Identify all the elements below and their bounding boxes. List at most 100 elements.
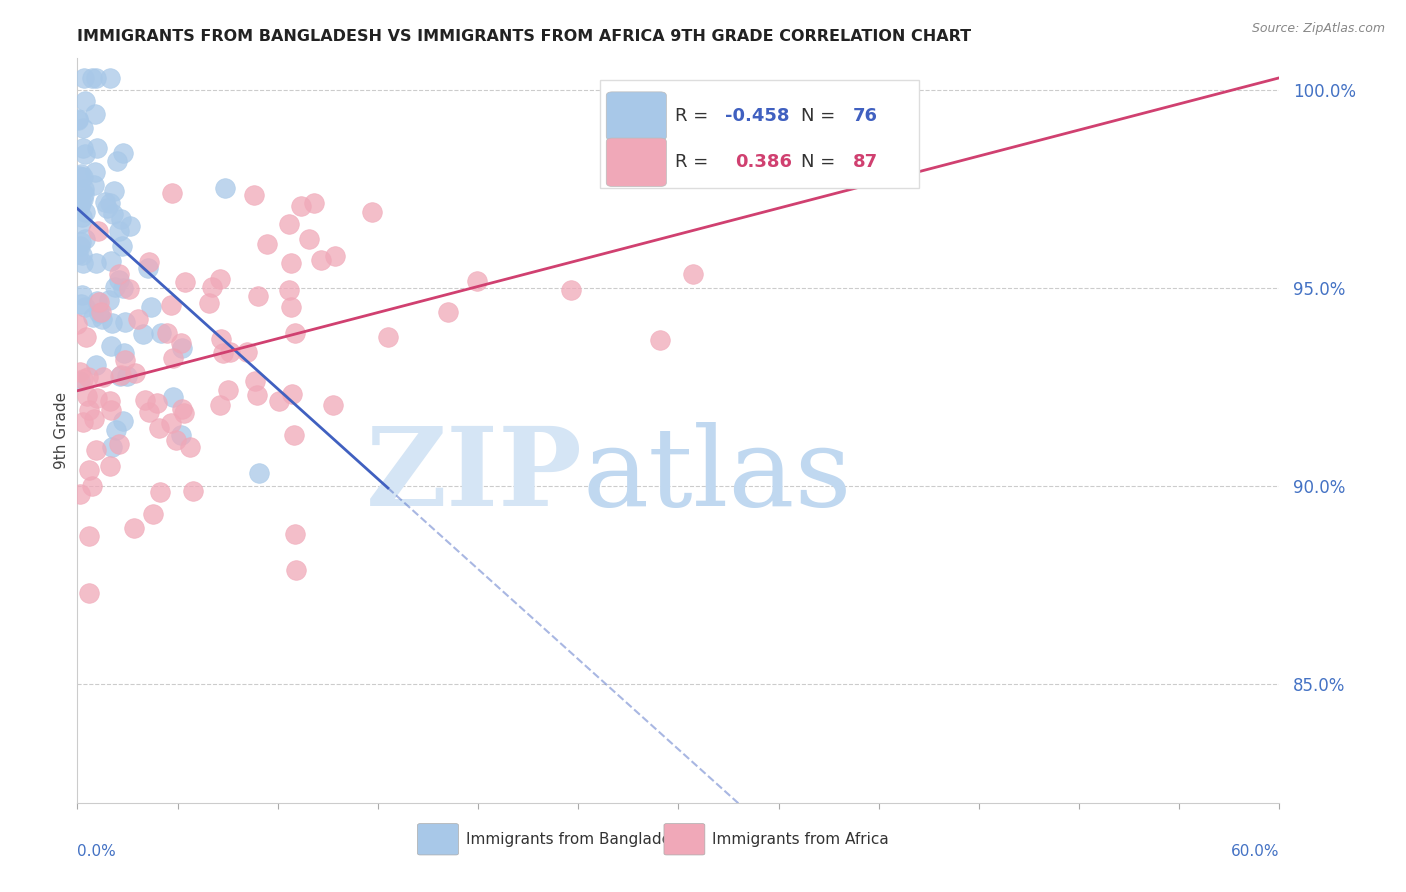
Point <box>298 231 321 245</box>
Point <box>243 188 266 202</box>
Point <box>77 402 100 417</box>
Point <box>86 443 108 458</box>
Point <box>107 273 129 287</box>
Point <box>101 207 124 221</box>
Point <box>278 217 301 231</box>
Point <box>165 433 187 447</box>
Point <box>107 267 129 281</box>
Point <box>98 196 121 211</box>
Point <box>148 485 170 500</box>
Point <box>110 368 132 383</box>
FancyBboxPatch shape <box>606 92 666 140</box>
Point <box>124 366 146 380</box>
Point <box>156 326 179 340</box>
Point <box>73 182 96 196</box>
Text: atlas: atlas <box>582 422 852 529</box>
Point <box>69 167 91 181</box>
Point <box>170 428 193 442</box>
Point <box>83 178 105 193</box>
Point <box>217 383 239 397</box>
Point <box>67 112 90 126</box>
Point <box>159 298 181 312</box>
Point <box>267 394 290 409</box>
Point <box>69 487 91 501</box>
Point <box>70 235 93 250</box>
Point <box>122 521 145 535</box>
Point <box>77 370 100 384</box>
Point <box>77 463 100 477</box>
Point <box>69 374 91 388</box>
Point <box>87 224 110 238</box>
Point <box>682 268 704 282</box>
Point <box>70 288 93 302</box>
Point <box>560 283 582 297</box>
Point <box>83 165 105 179</box>
Point <box>67 169 90 183</box>
Point <box>70 195 93 210</box>
Point <box>75 330 97 344</box>
Point <box>236 345 259 359</box>
Point <box>112 345 135 359</box>
Point <box>72 248 94 262</box>
Point <box>284 527 307 541</box>
Text: 0.386: 0.386 <box>735 153 792 171</box>
Point <box>82 310 104 325</box>
Point <box>108 368 131 383</box>
Point <box>103 280 125 294</box>
Point <box>91 369 114 384</box>
Point <box>82 479 104 493</box>
Point <box>138 405 160 419</box>
Point <box>115 369 138 384</box>
Point <box>100 403 122 417</box>
Point <box>90 304 112 318</box>
Point <box>108 224 131 238</box>
Point <box>209 332 232 346</box>
Point <box>170 402 193 417</box>
Point <box>72 256 94 270</box>
Point <box>86 141 108 155</box>
Text: Immigrants from Africa: Immigrants from Africa <box>711 832 889 847</box>
Point <box>72 415 94 429</box>
FancyBboxPatch shape <box>606 138 666 186</box>
Point <box>93 194 115 209</box>
Point <box>148 421 170 435</box>
Point <box>323 249 346 263</box>
Text: Source: ZipAtlas.com: Source: ZipAtlas.com <box>1251 22 1385 36</box>
Point <box>111 239 134 253</box>
Point <box>66 318 89 332</box>
Point <box>75 232 97 246</box>
Point <box>100 254 122 268</box>
Point <box>72 120 94 135</box>
Point <box>104 423 127 437</box>
Point <box>100 339 122 353</box>
Point <box>83 412 105 426</box>
Point <box>118 282 141 296</box>
Point <box>105 154 128 169</box>
Point <box>84 256 107 270</box>
Text: N =: N = <box>801 107 841 125</box>
Point <box>179 440 201 454</box>
Point <box>134 393 156 408</box>
Text: ZIP: ZIP <box>366 422 582 529</box>
Point <box>198 296 221 310</box>
Point <box>77 586 100 600</box>
Text: -0.458: -0.458 <box>725 107 790 125</box>
Point <box>322 398 344 412</box>
Point <box>72 141 94 155</box>
Point <box>141 300 163 314</box>
Point <box>70 297 93 311</box>
Point <box>465 274 488 288</box>
FancyBboxPatch shape <box>418 823 458 855</box>
Point <box>69 185 91 199</box>
Text: Immigrants from Bangladesh: Immigrants from Bangladesh <box>465 832 689 847</box>
Point <box>170 335 193 350</box>
Point <box>211 346 233 360</box>
Point <box>246 388 269 402</box>
Point <box>114 353 136 368</box>
Text: N =: N = <box>801 153 841 171</box>
Point <box>201 279 224 293</box>
Point <box>73 187 96 202</box>
Point <box>86 391 108 405</box>
Point <box>69 239 91 253</box>
Point <box>75 94 97 108</box>
